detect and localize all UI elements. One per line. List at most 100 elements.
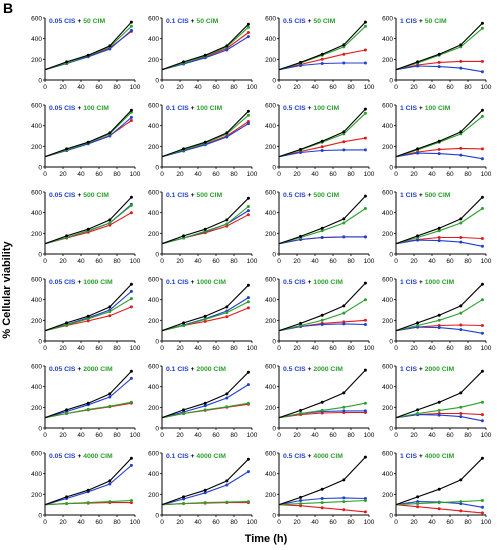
cim-series-point <box>129 305 133 309</box>
control-series-point <box>108 392 112 396</box>
cis-series-point <box>342 322 346 326</box>
x-tick-label: 80 <box>347 519 355 526</box>
combo-series-point <box>459 311 463 315</box>
x-tick-label: 0 <box>43 258 47 265</box>
x-tick-label: 40 <box>194 84 202 91</box>
x-tick-label: 80 <box>347 258 355 265</box>
x-tick-label: 40 <box>311 84 319 91</box>
y-tick-label: 0 <box>272 252 276 259</box>
x-tick-label: 80 <box>113 84 121 91</box>
y-tick-label: 600 <box>148 277 159 284</box>
panel-title: 0.1 CIS + 2000 CIM <box>166 366 226 373</box>
y-tick-label: 400 <box>382 297 393 304</box>
x-tick-label: 0 <box>277 345 281 352</box>
panel: 0 200 400 600 0 20 40 60 80 100 0.5 CIS + 50 CIM <box>265 16 375 92</box>
y-tick-label: 600 <box>265 451 276 458</box>
combo-series-point <box>246 401 250 405</box>
x-tick-label: 40 <box>77 519 85 526</box>
cim-series-point <box>129 119 133 122</box>
x-tick-label: 0 <box>277 432 281 439</box>
y-tick-label: 0 <box>272 513 276 520</box>
panel-title: 1 CIS + 1000 CIM <box>400 279 455 286</box>
control-series-point <box>437 52 441 56</box>
panel-title-plus: + <box>417 366 425 373</box>
control-series-point <box>416 60 420 64</box>
control-series-point <box>246 22 250 26</box>
y-tick-label: 600 <box>265 16 276 23</box>
control-series-point <box>86 53 90 57</box>
y-tick-label: 200 <box>31 318 42 325</box>
panel-title: 0.5 CIS + 500 CIM <box>283 192 339 199</box>
y-tick-label: 400 <box>265 471 276 478</box>
control-series-point <box>437 400 441 404</box>
x-tick-label: 100 <box>481 171 492 178</box>
cis-series-point <box>480 331 484 335</box>
control-series-point <box>459 217 463 221</box>
x-tick-label: 40 <box>194 519 202 526</box>
panel: 0 200 400 600 0 20 40 60 80 100 0.1 CIS + 1000 CIM <box>148 277 258 353</box>
cim-series-point <box>459 412 463 415</box>
y-tick-label: 200 <box>31 57 42 64</box>
y-tick-label: 400 <box>265 123 276 130</box>
panel-title-cis: 1 CIS <box>400 366 417 373</box>
y-tick-label: 400 <box>382 210 393 217</box>
cis-series-point <box>129 376 133 380</box>
cis-series-point <box>203 491 207 495</box>
x-tick-label: 0 <box>277 258 281 265</box>
panel-title: 0.1 CIS + 1000 CIM <box>166 279 226 286</box>
combo-series-point <box>437 501 441 505</box>
y-tick-label: 400 <box>265 297 276 304</box>
panel-title-cis: 1 CIS <box>400 192 417 199</box>
x-tick-label: 20 <box>59 84 67 91</box>
control-series-point <box>459 391 463 395</box>
y-tick-label: 600 <box>265 277 276 284</box>
panel-title-cis: 0.5 CIS <box>283 366 306 373</box>
control-series-point <box>65 321 69 325</box>
combo-series-point <box>246 500 250 504</box>
control-series-point <box>416 321 420 325</box>
control-series-point <box>129 456 133 460</box>
cis-series-point <box>320 149 324 152</box>
combo-series-point <box>459 500 463 504</box>
panel: 0 200 400 600 0 20 40 60 80 100 1 CIS + 100 CIM <box>382 103 492 179</box>
control-series-point <box>342 391 346 395</box>
x-tick-label: 20 <box>410 171 418 178</box>
x-tick-label: 100 <box>247 432 258 439</box>
x-tick-label: 100 <box>130 258 141 265</box>
combo-series-line <box>161 26 249 71</box>
cim-series-point <box>129 501 133 505</box>
combo-series-point <box>225 500 229 504</box>
x-tick-label: 60 <box>446 432 454 439</box>
control-series-point <box>182 234 186 238</box>
y-tick-label: 400 <box>382 384 393 391</box>
y-tick-label: 200 <box>265 318 276 325</box>
x-tick-label: 0 <box>394 345 398 352</box>
cis-series-point <box>129 115 133 119</box>
y-tick-label: 0 <box>38 513 42 520</box>
panel-title-cim: 2000 CIM <box>83 366 113 373</box>
panel-title: 0.5 CIS + 1000 CIM <box>283 279 343 286</box>
panel: 0 200 400 600 0 20 40 60 80 100 0.05 CIS + 1000 CI… <box>31 277 141 353</box>
panel-title-plus: + <box>189 105 197 112</box>
panel-title: 0.05 CIS + 1000 CIM <box>49 279 113 286</box>
combo-series-point <box>416 412 420 415</box>
x-tick-label: 40 <box>77 345 85 352</box>
panel-title-cim: 4000 CIM <box>425 453 455 460</box>
panel-title-plus: + <box>189 279 197 286</box>
x-tick-label: 60 <box>212 258 220 265</box>
y-axis-label: % Cellular viability <box>1 241 13 339</box>
combo-series-point <box>246 300 250 304</box>
combo-series-point <box>246 113 250 117</box>
y-tick-label: 400 <box>265 384 276 391</box>
combo-series-point <box>299 502 303 506</box>
combo-series-point <box>203 408 207 412</box>
y-tick-label: 0 <box>155 513 159 520</box>
y-tick-label: 600 <box>148 16 159 23</box>
x-tick-label: 60 <box>329 519 337 526</box>
control-series-point <box>246 196 250 200</box>
cim-series-point <box>320 145 324 149</box>
cis-series-point <box>225 48 229 52</box>
x-tick-label: 0 <box>394 432 398 439</box>
